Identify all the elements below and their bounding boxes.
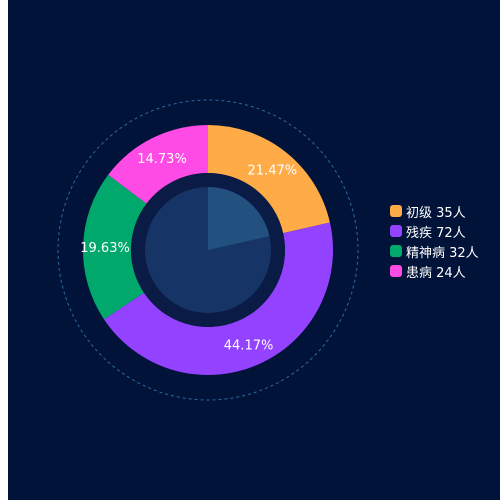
slice-percent-label-0: 21.47%: [248, 164, 298, 179]
donut-slice-3[interactable]: [108, 125, 208, 204]
slice-percent-label-3: 14.73%: [137, 152, 187, 167]
legend-swatch-huanbing: [390, 265, 402, 277]
legend-label-huanbing: 患病 24人: [406, 265, 466, 281]
legend-label-chuji: 初级 35人: [406, 205, 466, 221]
legend-item-chuji[interactable]: 初级 35人: [390, 204, 479, 221]
donut-slice-2[interactable]: [83, 174, 147, 320]
donut-slice-1[interactable]: [103, 222, 333, 376]
core-highlight-wedge: [208, 187, 270, 250]
slice-percent-label-1: 44.17%: [224, 339, 274, 354]
legend-label-jingshenbing: 精神病 32人: [406, 245, 479, 261]
legend-item-canji[interactable]: 残疾 72人: [390, 224, 479, 241]
slice-percent-label-2: 19.63%: [80, 241, 130, 256]
chart-legend: 初级 35人 残疾 72人 精神病 32人 患病 24人: [390, 204, 479, 284]
legend-item-jingshenbing[interactable]: 精神病 32人: [390, 244, 479, 261]
legend-swatch-chuji: [390, 205, 402, 217]
legend-label-canji: 残疾 72人: [406, 225, 466, 241]
legend-swatch-jingshenbing: [390, 245, 402, 257]
donut-slice-0[interactable]: [208, 125, 330, 234]
dashed-outer-ring: [57, 99, 359, 401]
legend-swatch-canji: [390, 225, 402, 237]
legend-item-huanbing[interactable]: 患病 24人: [390, 264, 479, 281]
